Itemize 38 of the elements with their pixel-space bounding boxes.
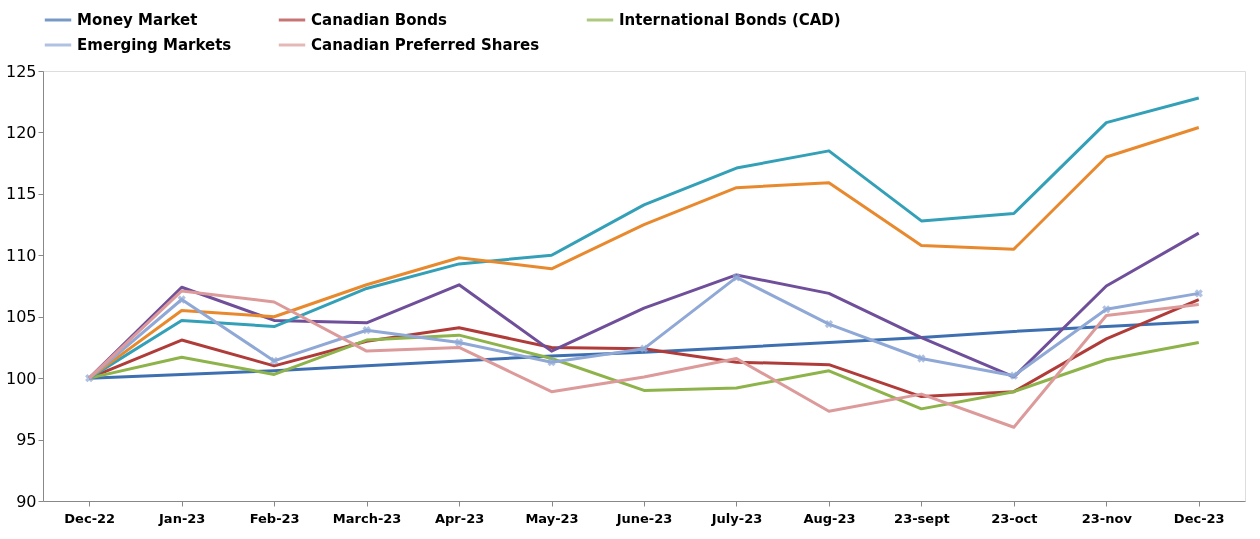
x-tick-label: Feb-23 (249, 510, 300, 526)
y-tick-label: 100 (5, 368, 37, 388)
point (1194, 289, 1203, 298)
point (732, 273, 741, 282)
y-tick-label: 115 (5, 184, 37, 204)
point (362, 326, 371, 335)
y-tick-label: 90 (16, 491, 37, 511)
x-tick-label: May-23 (525, 510, 579, 526)
x-tick-label: Dec-23 (1173, 510, 1225, 526)
x-tick-label: June-23 (615, 510, 673, 526)
point (1102, 305, 1111, 314)
x-tick-label: July-23 (710, 510, 763, 526)
point (824, 319, 834, 329)
legend-label: Money Market (77, 11, 198, 29)
x-tick-label: Jan-23 (158, 510, 206, 526)
y-tick-label: 105 (5, 307, 37, 327)
point (917, 354, 926, 363)
x-tick-label: March-23 (332, 510, 402, 526)
x-tick-label: 23-oct (991, 510, 1038, 526)
legend-label: Canadian Bonds (311, 11, 447, 29)
x-tick-label: 23-nov (1081, 510, 1133, 526)
x-tick-label: Dec-22 (64, 510, 116, 526)
point (547, 358, 556, 367)
y-tick-label: 120 (5, 122, 37, 142)
line-series (87, 289, 1201, 429)
point (270, 356, 279, 366)
y-tick-label: 110 (5, 245, 37, 265)
legend-label: International Bonds (CAD) (619, 11, 841, 29)
point (177, 295, 186, 304)
point (1009, 371, 1018, 380)
x-tick-label: 23-sept (894, 510, 950, 526)
x-tick-label: Aug-23 (803, 510, 856, 526)
x-tick-label: Apr-23 (434, 510, 485, 526)
point (639, 344, 649, 353)
y-tick-label: 125 (5, 61, 37, 81)
legend-label: Canadian Preferred Shares (311, 36, 540, 54)
legend-label: Emerging Markets (77, 36, 232, 54)
y-tick-label: 95 (16, 430, 37, 450)
